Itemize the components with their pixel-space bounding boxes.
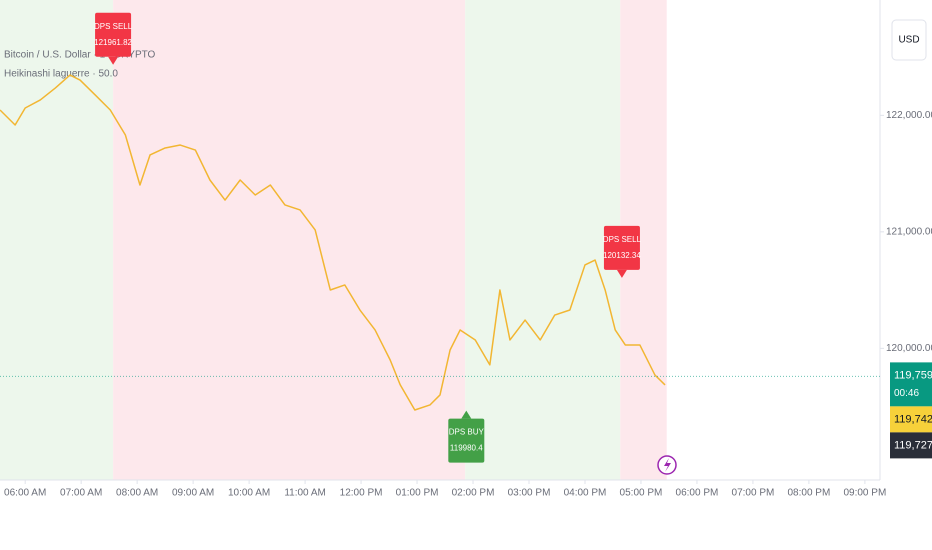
x-tick-label: 01:00 PM bbox=[396, 488, 439, 499]
currency-box[interactable] bbox=[891, 19, 927, 61]
price-tag-label: 119,742.85 bbox=[894, 413, 932, 425]
signal-label: DPS SELL bbox=[94, 22, 133, 31]
x-tick-label: 08:00 PM bbox=[787, 488, 830, 499]
signal-price: 120132.34 bbox=[603, 251, 641, 260]
signal-pointer bbox=[108, 56, 119, 65]
x-tick-label: 08:00 AM bbox=[116, 488, 158, 499]
x-tick-label: 12:00 PM bbox=[340, 488, 383, 499]
signal-label: DPS SELL bbox=[603, 235, 642, 244]
x-tick-label: 03:00 PM bbox=[508, 488, 551, 499]
x-tick-label: 09:00 PM bbox=[843, 488, 886, 499]
chart-title: Bitcoin / U.S. Dollar · 1 · CRYPTO bbox=[4, 50, 156, 61]
x-tick-label: 07:00 PM bbox=[732, 488, 775, 499]
price-tag-label: 119,759.40 bbox=[894, 369, 932, 381]
y-tick-label: 120,000.00 bbox=[886, 343, 932, 354]
signal-pointer bbox=[461, 410, 472, 419]
signal-bubble bbox=[603, 225, 640, 270]
signal-zone bbox=[113, 0, 466, 480]
price-line bbox=[0, 74, 666, 411]
y-tick-label: 121,000.00 bbox=[886, 226, 932, 237]
signal-zone bbox=[0, 0, 114, 480]
signal-price: 119980.4 bbox=[450, 444, 483, 453]
signal-bubble bbox=[95, 12, 132, 57]
currency-label: USD bbox=[898, 35, 919, 46]
signal-price: 121961.82 bbox=[94, 38, 132, 47]
price-tag bbox=[890, 432, 932, 459]
x-tick-label: 11:00 AM bbox=[284, 488, 326, 499]
signal-pointer bbox=[616, 269, 627, 278]
price-tag bbox=[890, 362, 932, 407]
x-tick-label: 06:00 AM bbox=[4, 488, 46, 499]
price-tag-label: 119,727.00 bbox=[894, 439, 932, 451]
x-tick-label: 02:00 PM bbox=[452, 488, 495, 499]
price-tag bbox=[890, 406, 932, 433]
x-tick-label: 06:00 PM bbox=[676, 488, 719, 499]
x-tick-label: 07:00 AM bbox=[60, 488, 102, 499]
x-tick-label: 09:00 AM bbox=[172, 488, 214, 499]
signal-label: DPS BUY bbox=[449, 428, 485, 437]
indicator-label: Heikinashi laguerre · 50.0 bbox=[4, 69, 118, 80]
signal-bubble bbox=[448, 418, 485, 463]
y-tick-label: 122,000.00 bbox=[886, 110, 932, 121]
alert-icon[interactable] bbox=[657, 455, 677, 475]
signal-zone bbox=[465, 0, 621, 480]
price-tag-countdown: 00:46 bbox=[894, 388, 919, 399]
x-tick-label: 10:00 AM bbox=[228, 488, 270, 499]
x-tick-label: 05:00 PM bbox=[620, 488, 663, 499]
x-tick-label: 04:00 PM bbox=[564, 488, 607, 499]
